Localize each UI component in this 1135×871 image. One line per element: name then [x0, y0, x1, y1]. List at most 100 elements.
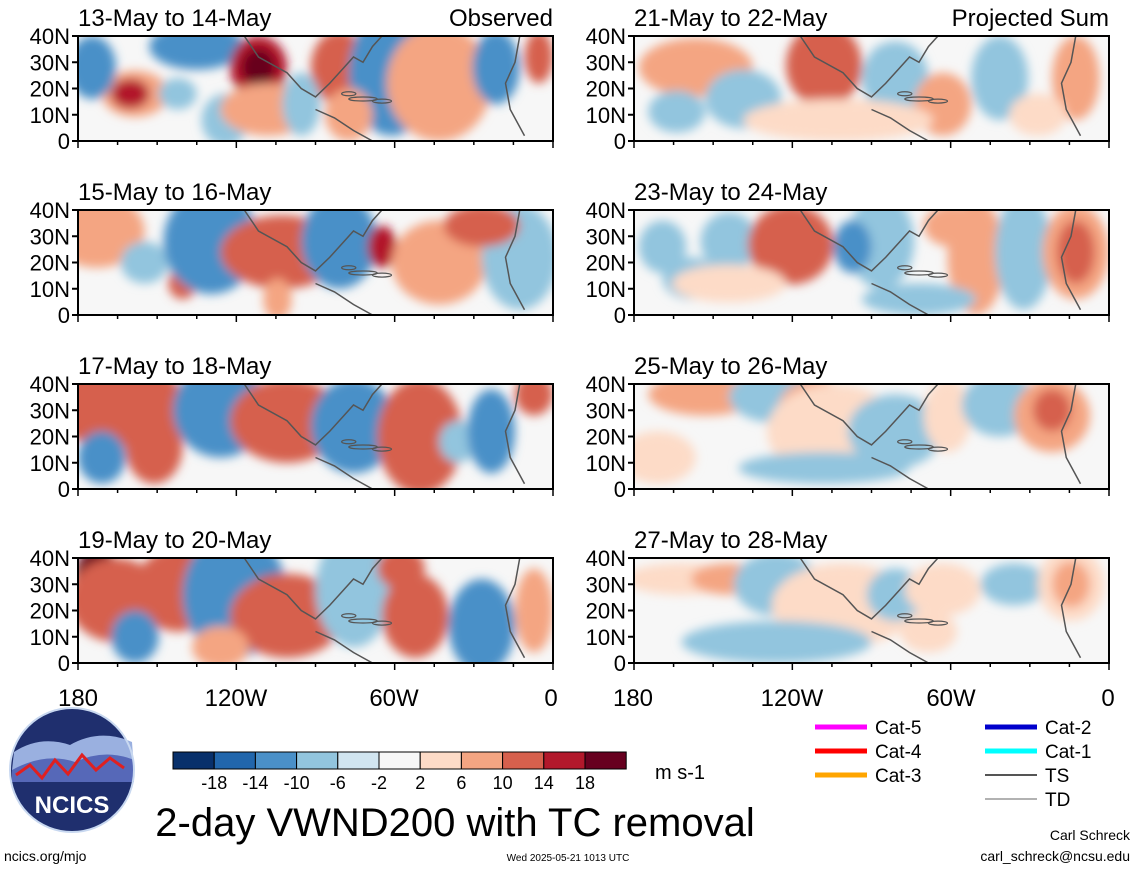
colorbar-label: 10 — [493, 773, 513, 793]
anomaly-contour — [638, 220, 687, 273]
colorbar-swatch — [337, 751, 380, 770]
y-tick-label: 20N — [30, 251, 70, 276]
panel-title: 13-May to 14-May — [78, 5, 271, 32]
panel-title: 25-May to 26-May — [634, 353, 827, 380]
footer-url: ncics.org/mjo — [4, 848, 87, 864]
anomaly-contour — [192, 626, 249, 663]
anomaly-contour — [241, 48, 276, 87]
anomaly-contour — [648, 90, 706, 133]
anomaly-contour — [980, 563, 1048, 606]
x-tick-label: 120W — [761, 685, 824, 712]
main-title: 2-day VWND200 with TC removal — [155, 801, 754, 845]
y-tick-label: 40N — [30, 546, 70, 571]
anomaly-field — [634, 384, 1090, 489]
y-tick-label: 30N — [30, 224, 70, 249]
legend-label: Cat-4 — [875, 742, 922, 763]
y-tick-label: 10N — [30, 103, 70, 128]
colorbar: -18 -14 -10 -6 -2 2 6 10 14 18 — [172, 751, 627, 793]
x-tick-label: 60W — [926, 685, 976, 712]
y-tick-label: 30N — [30, 398, 70, 423]
anomaly-contour — [971, 36, 1029, 120]
footer-timestamp: Wed 2025-05-21 1013 UTC — [507, 853, 630, 864]
legend-label: Cat-5 — [875, 718, 921, 739]
colorbar-swatch — [296, 751, 339, 770]
anomaly-contour — [681, 621, 872, 663]
y-tick-label: 20N — [586, 251, 626, 276]
legend-label: Cat-2 — [1045, 718, 1091, 739]
colorbar-label: 2 — [415, 773, 425, 793]
colorbar-label: -18 — [201, 773, 227, 793]
colorbar-label: 14 — [534, 773, 554, 793]
footer-author: Carl Schreck — [1050, 827, 1131, 843]
colorbar-swatch — [584, 751, 627, 770]
colorbar-swatch — [460, 751, 504, 770]
anomaly-contour — [833, 220, 872, 273]
panel-title: 27-May to 28-May — [634, 527, 827, 554]
anomaly-contour — [111, 79, 150, 109]
y-tick-label: 30N — [586, 398, 626, 423]
colorbar-swatch — [213, 751, 256, 770]
tc-legend: Cat-5 Cat-4 Cat-3 Cat-2 Cat-1 TS TD — [815, 718, 1091, 811]
legend-label: TS — [1045, 766, 1069, 787]
anomaly-contour — [743, 99, 934, 141]
anomaly-contour — [386, 36, 492, 141]
panel-title: 23-May to 24-May — [634, 179, 827, 206]
anomaly-field — [634, 558, 1105, 663]
y-tick-label: 10N — [30, 277, 70, 302]
y-tick-label: 10N — [586, 103, 626, 128]
colorbar-label: -2 — [371, 773, 387, 793]
anomaly-contour — [125, 410, 183, 484]
y-tick-label: 0 — [58, 651, 70, 676]
anomaly-field — [638, 36, 1100, 141]
y-tick-label: 20N — [30, 77, 70, 102]
anomaly-contour — [367, 225, 397, 268]
y-tick-label: 10N — [586, 277, 626, 302]
y-tick-label: 40N — [586, 372, 626, 397]
legend-label: Cat-3 — [875, 766, 921, 787]
panel-subtitle: Projected Sum — [952, 5, 1109, 32]
colorbar-label: 18 — [575, 773, 595, 793]
y-tick-label: 30N — [586, 572, 626, 597]
colorbar-swatch — [254, 751, 298, 770]
y-tick-label: 0 — [614, 303, 626, 328]
anomaly-contour — [672, 264, 786, 303]
colorbar-swatch — [378, 751, 421, 770]
y-tick-label: 10N — [30, 625, 70, 650]
legend-label: TD — [1045, 790, 1070, 811]
y-tick-label: 30N — [30, 572, 70, 597]
anomaly-contour — [158, 78, 197, 110]
y-tick-label: 10N — [586, 625, 626, 650]
anomaly-contour — [230, 573, 344, 658]
anomaly-contour — [904, 563, 981, 616]
colorbar-label: -10 — [284, 773, 310, 793]
anomaly-contour — [515, 384, 553, 416]
y-tick-label: 10N — [30, 451, 70, 476]
anomaly-contour — [923, 384, 972, 453]
y-tick-label: 0 — [58, 303, 70, 328]
anomaly-field — [78, 558, 553, 663]
y-tick-label: 40N — [586, 546, 626, 571]
y-tick-label: 40N — [30, 24, 70, 49]
colorbar-label: -14 — [242, 773, 268, 793]
panel-subtitle: Observed — [449, 5, 553, 32]
anomaly-contour — [472, 36, 520, 105]
anomaly-contour — [738, 452, 910, 484]
anomaly-contour — [315, 558, 392, 648]
y-tick-label: 20N — [586, 425, 626, 450]
y-tick-label: 0 — [58, 129, 70, 154]
y-tick-label: 20N — [30, 599, 70, 624]
panel-title: 21-May to 22-May — [634, 5, 827, 32]
y-tick-label: 0 — [614, 129, 626, 154]
anomaly-contour — [900, 610, 957, 653]
y-tick-label: 30N — [586, 50, 626, 75]
y-tick-label: 40N — [30, 372, 70, 397]
ncics-logo: NCICS — [9, 707, 135, 833]
y-tick-label: 40N — [586, 24, 626, 49]
anomaly-contour — [1056, 220, 1095, 284]
